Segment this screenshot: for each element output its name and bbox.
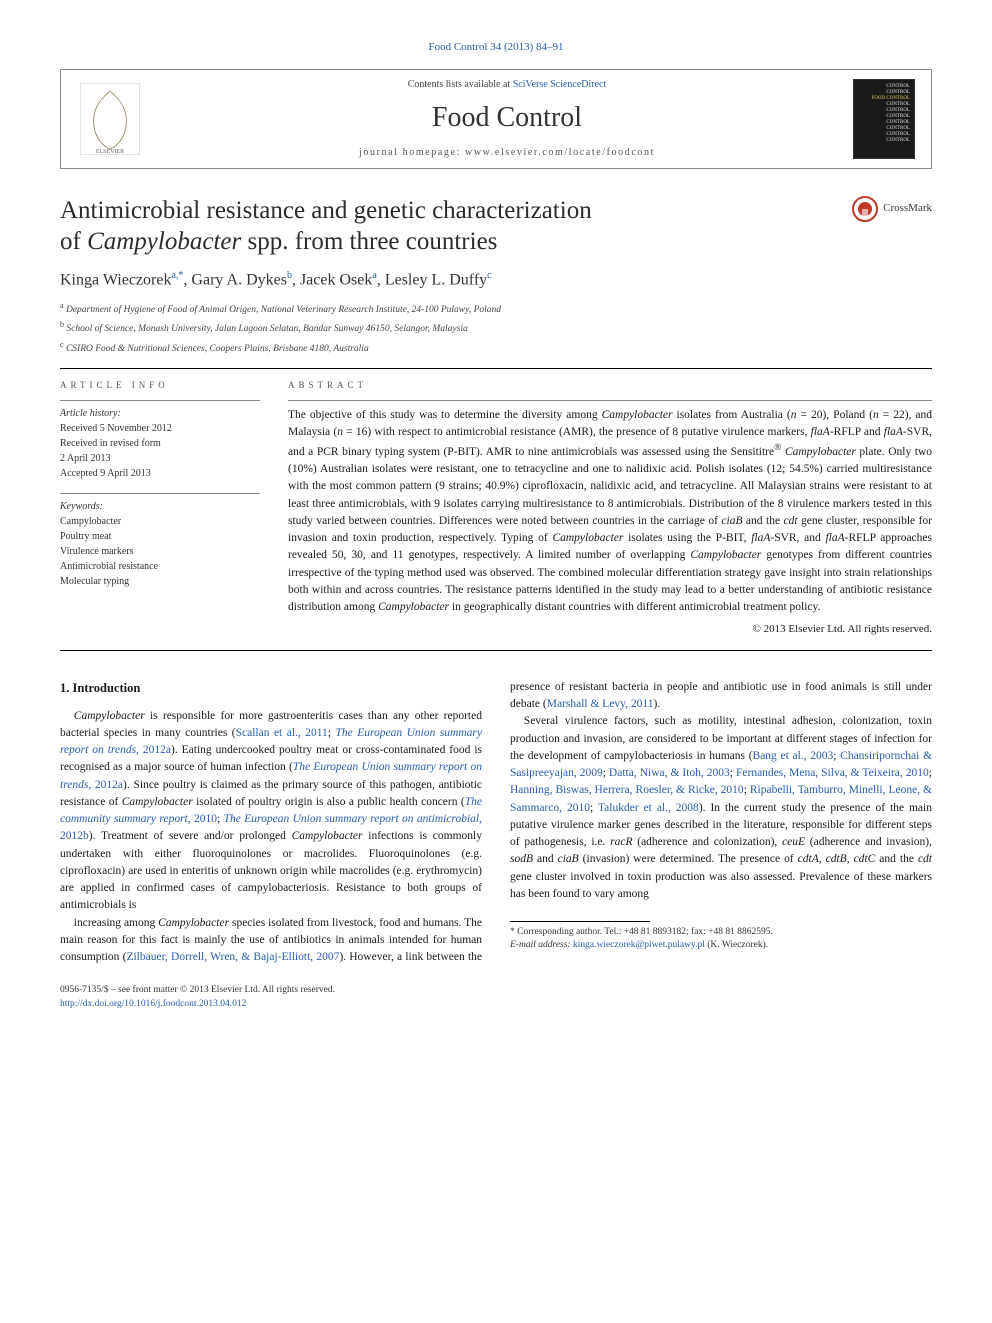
corresponding-footnote: * Corresponding author. Tel.: +48 81 889…: [510, 926, 932, 953]
contents-available: Contents lists available at SciVerse Sci…: [161, 78, 853, 92]
history-label: Article history:: [60, 407, 260, 421]
article-history: Received 5 November 2012Received in revi…: [60, 421, 260, 481]
homepage-url[interactable]: www.elsevier.com/locate/foodcont: [465, 147, 655, 158]
abstract-copyright: © 2013 Elsevier Ltd. All rights reserved…: [288, 622, 932, 637]
sciencedirect-link[interactable]: SciVerse ScienceDirect: [513, 79, 607, 90]
crossmark-badge[interactable]: CrossMark: [851, 195, 932, 223]
abstract-body: The objective of this study was to deter…: [288, 400, 932, 617]
corresponding-email[interactable]: kinga.wieczorek@piwet.pulawy.pl: [573, 940, 705, 950]
elsevier-logo: ELSEVIER: [77, 80, 143, 158]
horizontal-rule: [60, 650, 932, 651]
footnote-rule: [510, 921, 650, 922]
abstract-head: ABSTRACT: [288, 379, 932, 392]
svg-text:ELSEVIER: ELSEVIER: [96, 149, 124, 155]
journal-cover-thumb: CONTROLCONTROLFOOD CONTROLCONTROLCONTROL…: [853, 79, 915, 159]
journal-header: ELSEVIER Contents lists available at Sci…: [60, 69, 932, 168]
article-info-head: ARTICLE INFO: [60, 379, 260, 392]
intro-p1: Campylobacter is responsible for more ga…: [60, 708, 482, 915]
section-1-head: 1. Introduction: [60, 679, 482, 698]
keywords-label: Keywords:: [60, 500, 260, 514]
article-info: ARTICLE INFO Article history: Received 5…: [60, 379, 260, 638]
authors: Kinga Wieczoreka,*, Gary A. Dykesb, Jace…: [60, 269, 932, 292]
abstract: ABSTRACT The objective of this study was…: [288, 379, 932, 638]
article-title: Antimicrobial resistance and genetic cha…: [60, 195, 592, 258]
journal-reference: Food Control 34 (2013) 84–91: [60, 40, 932, 55]
intro-p3: Several virulence factors, such as motil…: [510, 713, 932, 903]
journal-name: Food Control: [161, 98, 853, 137]
page-footer: 0956-7135/$ – see front matter © 2013 El…: [60, 984, 932, 1011]
body-two-column: 1. Introduction Campylobacter is respons…: [60, 679, 932, 967]
doi-link[interactable]: http://dx.doi.org/10.1016/j.foodcont.201…: [60, 999, 246, 1009]
horizontal-rule: [60, 368, 932, 369]
journal-homepage: journal homepage: www.elsevier.com/locat…: [161, 146, 853, 160]
affiliations: a Department of Hygiene of Food of Anima…: [60, 300, 932, 356]
keywords: CampylobacterPoultry meatVirulence marke…: [60, 514, 260, 589]
